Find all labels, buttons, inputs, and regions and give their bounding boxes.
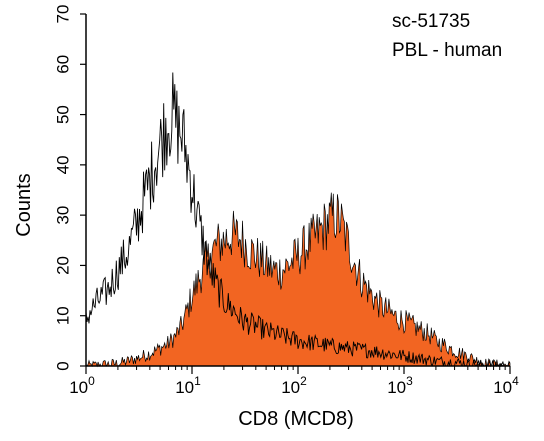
series-area-filled xyxy=(85,192,511,368)
x-tick-label: 102 xyxy=(281,374,307,397)
x-axis-title: CD8 (MCD8) xyxy=(238,408,354,430)
y-tick-label: 20 xyxy=(53,256,72,275)
y-tick-label: 10 xyxy=(53,306,72,325)
y-axis-title: Counts xyxy=(13,173,35,236)
x-tick-label: 103 xyxy=(387,374,413,397)
annotation-text: PBL - human xyxy=(392,40,502,61)
annotations: sc-51735 PBL - human xyxy=(392,11,502,61)
y-tick-label: 40 xyxy=(53,155,72,174)
series-layer xyxy=(85,72,511,368)
y-tick-label: 0 xyxy=(53,361,72,370)
series-line-outline xyxy=(85,72,511,368)
y-tick-label: 50 xyxy=(53,105,72,124)
y-tick-label: 60 xyxy=(53,55,72,74)
y-tick-label: 30 xyxy=(53,206,72,225)
y-tick-label: 70 xyxy=(53,5,72,24)
axes-layer: 0 10 20 30 40 50 60 70 100 101 102 103 104 xyxy=(53,5,519,397)
x-tick-label: 100 xyxy=(69,374,95,397)
annotation-text: sc-51735 xyxy=(392,11,470,32)
x-tick-label: 101 xyxy=(175,374,201,397)
x-tick-label: 104 xyxy=(493,374,519,397)
